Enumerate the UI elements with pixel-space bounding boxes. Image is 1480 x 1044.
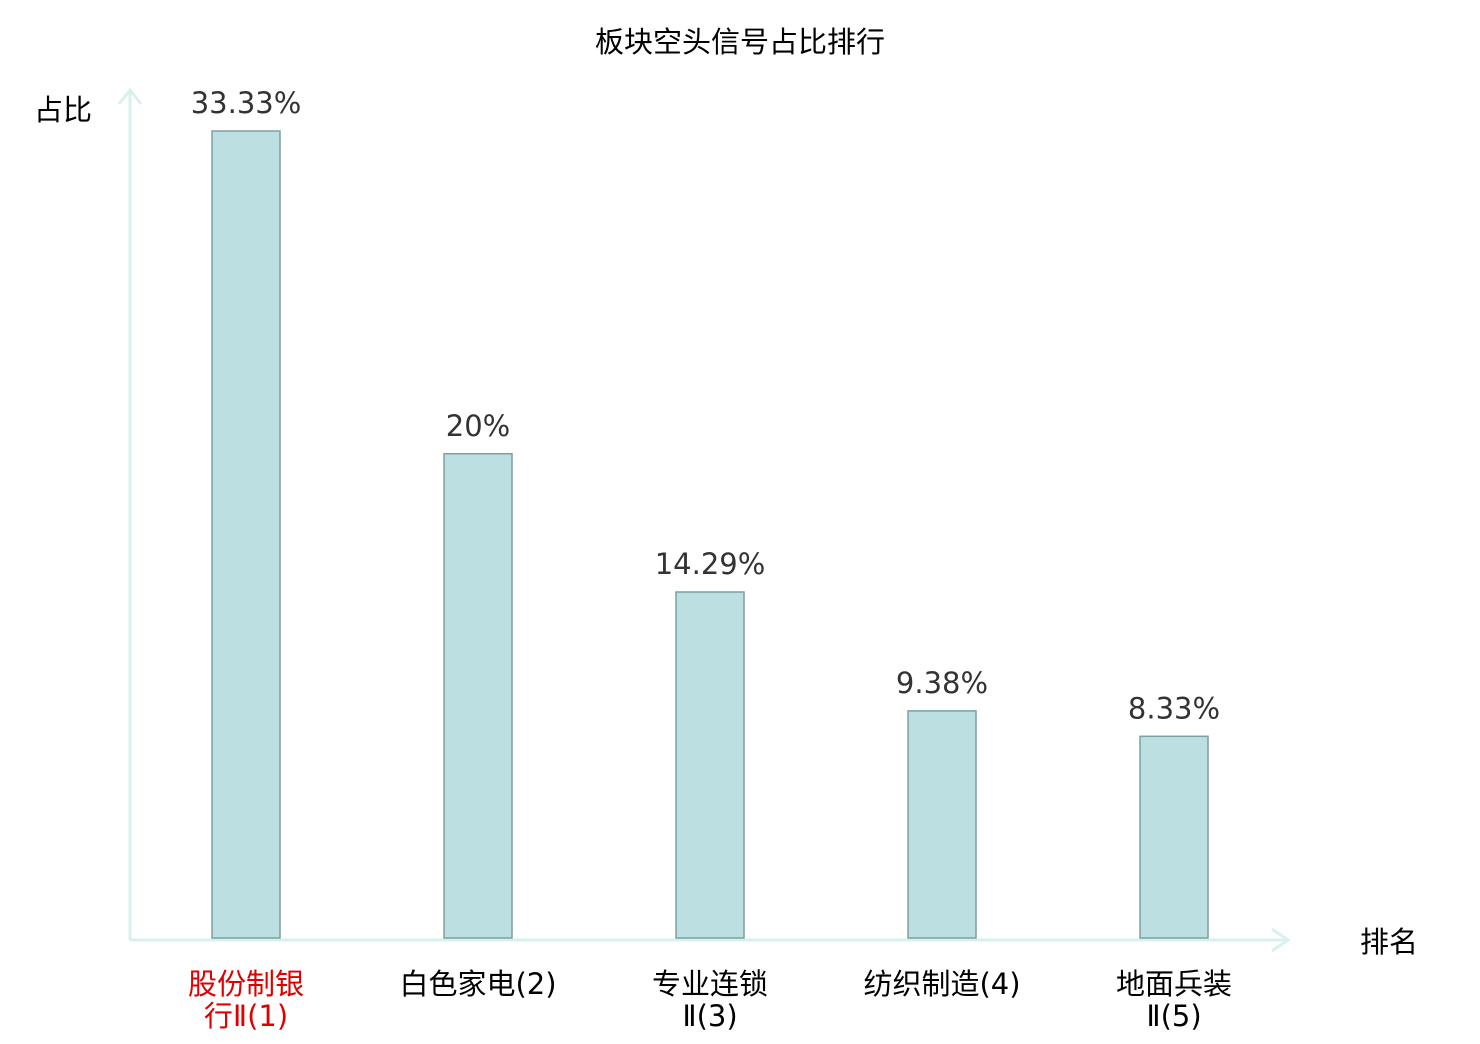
bar-3: [675, 591, 745, 939]
y-axis-label: 占比: [34, 93, 92, 127]
bar-5: [1139, 735, 1209, 939]
category-label-3-line-2: Ⅱ(3): [682, 999, 737, 1033]
chart-title: 板块空头信号占比排行: [595, 25, 885, 59]
bar-1: [211, 130, 281, 939]
value-label-5: 8.33%: [1128, 691, 1220, 725]
category-label-5-line-2: Ⅱ(5): [1146, 999, 1201, 1033]
category-label-3-line-1: 专业连锁: [652, 967, 768, 1001]
category-label-2-line-1: 白色家电(2): [399, 967, 556, 1001]
value-label-4: 9.38%: [896, 666, 988, 700]
bar-4: [907, 710, 977, 939]
category-label-1-line-1: 股份制银: [188, 967, 304, 1001]
bars-group: [211, 130, 1209, 939]
axes: [117, 87, 1291, 953]
category-label-4-line-1: 纺织制造(4): [863, 967, 1020, 1001]
category-label-5-line-1: 地面兵装: [1116, 967, 1232, 1001]
x-axis-label: 排名: [1360, 925, 1418, 959]
y-axis-arrow: [117, 87, 143, 105]
value-labels-group: 33.33% 20% 14.29% 9.38% 8.33%: [191, 86, 1220, 725]
value-label-1: 33.33%: [191, 86, 302, 120]
value-label-2: 20%: [446, 409, 510, 443]
bar-2: [443, 453, 513, 939]
category-label-1-line-2: 行Ⅱ(1): [204, 999, 288, 1033]
value-label-3: 14.29%: [655, 547, 766, 581]
x-axis-arrow: [1271, 927, 1291, 953]
